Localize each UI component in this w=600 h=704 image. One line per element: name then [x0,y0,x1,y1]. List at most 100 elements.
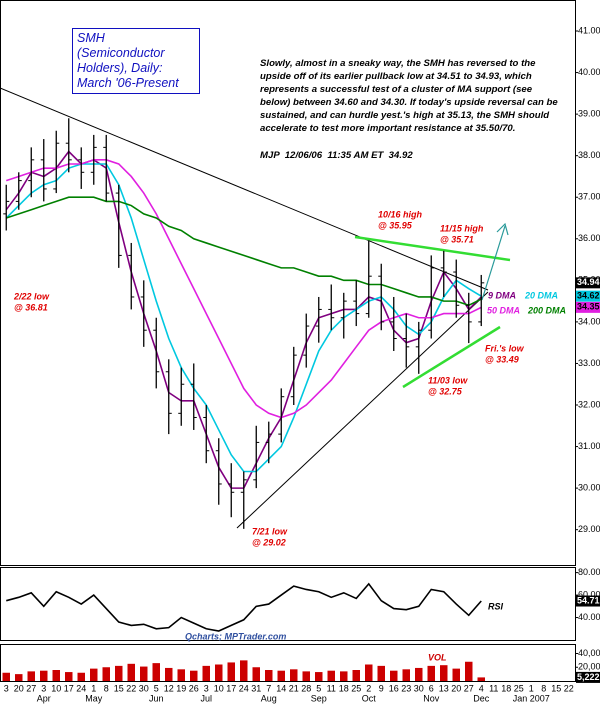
bar [215,664,223,681]
annotation: @ 32.75 [428,386,463,396]
bar [190,670,198,681]
y-tick-label: 30.00 [578,482,600,492]
bar [202,665,210,681]
x-tick-label: 3 [41,683,46,693]
month-label: Apr [37,693,51,703]
x-tick-label: 1 [529,683,534,693]
y-tick-label: 40,000 [578,648,600,658]
x-tick-label: 25 [514,683,524,693]
x-tick-label: 10 [51,683,61,693]
y-tick-label: 38.00 [578,150,600,160]
last-value-box [576,595,600,607]
y-tick-label: 20,000 [578,662,600,672]
price-panel [0,0,576,566]
last-value-box [576,301,600,313]
annotation: @ 29.02 [252,537,286,547]
bar [77,672,85,681]
x-tick-label: 22 [126,683,136,693]
last-value-label: 34.94 [577,277,600,287]
x-tick-label: 7 [266,683,271,693]
y-tick-label: 80.00 [578,567,600,577]
annotation: 11/03 low [428,375,468,385]
annotation: @ 36.81 [14,302,48,312]
x-tick-label: 30 [139,683,149,693]
bar [252,667,260,681]
bar [140,666,148,681]
x-tick-label: 13 [439,683,449,693]
bar [277,670,285,681]
bar [115,665,123,681]
month-label: Dec [473,693,490,703]
x-tick-label: 27 [26,683,36,693]
last-value-label: 5,222 [577,672,600,682]
x-tick-label: 23 [401,683,411,693]
x-tick-label: 10 [214,683,224,693]
x-tick-label: 1 [91,683,96,693]
chart-title: SMH (Semiconductor Holders), Daily: Marc… [72,28,200,94]
x-tick-label: 18 [339,683,349,693]
panel-label: VOL [428,652,447,662]
y-tick-label: 33.00 [578,358,600,368]
x-tick-label: 20 [14,683,24,693]
bar [40,670,48,681]
annotation: 10/16 high [378,209,423,219]
x-tick-label: 11 [489,683,498,693]
x-tick-label: 5 [154,683,159,693]
line [5,159,482,419]
x-tick-label: 2 [366,683,371,693]
panel-label: RSI [488,601,504,611]
x-tick-label: 17 [226,683,236,693]
x-tick-label: 5 [316,683,321,693]
y-tick-label: 34.00 [578,316,600,326]
target-arrow [481,222,509,301]
x-tick-label: 4 [479,683,484,693]
bar [90,668,98,681]
bar [452,668,460,681]
y-tick-label: 60.00 [578,589,600,599]
month-label: Sep [311,693,327,703]
last-value-box [576,290,600,302]
bar [327,670,335,681]
y-tick-label: 40.00 [578,67,600,77]
x-tick-label: 18 [501,683,511,693]
volume-panel [0,644,576,682]
rsi-panel [0,567,576,641]
month-label: Aug [261,693,277,703]
x-tick-label: 28 [301,683,311,693]
y-tick-label: 29.00 [578,524,600,534]
bar [402,669,410,681]
bar [240,660,248,681]
bar [440,665,448,681]
bar [415,667,423,681]
x-tick-label: 27 [464,683,474,693]
source: Qcharts; MPTrader.com [185,631,286,641]
y-tick-label: 32.00 [578,399,600,409]
y-tick-label: 37.00 [578,192,600,202]
bar [165,667,173,681]
bar [15,674,23,681]
y-tick-label: 36.00 [578,233,600,243]
x-tick-label: 19 [176,683,186,693]
bar [65,672,73,681]
x-tick-label: 26 [189,683,199,693]
line [5,150,482,489]
x-tick-label: 16 [389,683,399,693]
y-tick-label: 31.00 [578,441,600,451]
month-label: May [85,693,103,703]
last-value-box [576,277,600,289]
bar [227,662,235,681]
bar [27,671,35,681]
y-tick-label: 39.00 [578,108,600,118]
x-tick-label: 11 [327,683,336,693]
x-tick-label: 30 [414,683,424,693]
x-tick-label: 24 [239,683,249,693]
x-tick-label: 15 [114,683,124,693]
legend-entry: 200 DMA [527,305,566,315]
bar [127,663,135,681]
x-tick-label: 22 [564,683,574,693]
resistance-line [354,235,511,262]
x-tick-label: 25 [351,683,361,693]
bar [265,670,273,681]
last-value-label: 34.62 [577,291,600,301]
